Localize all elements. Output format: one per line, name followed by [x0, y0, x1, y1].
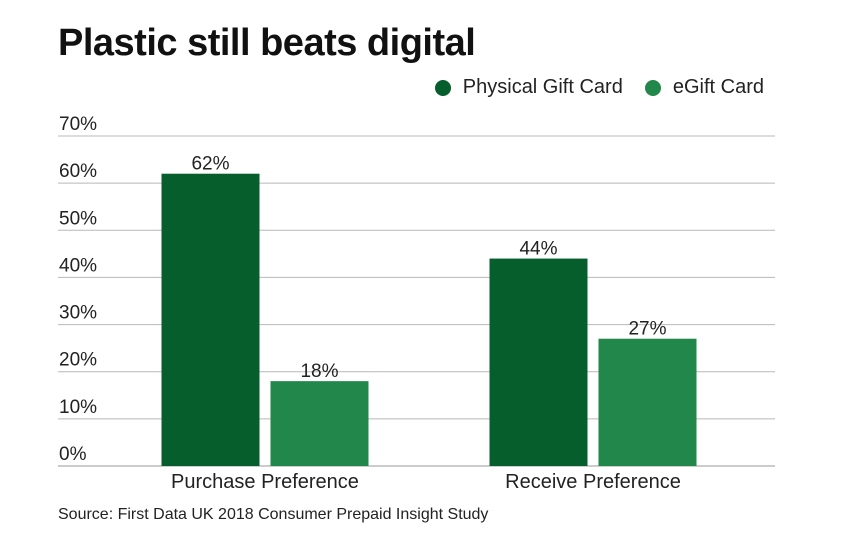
bar — [598, 338, 697, 466]
bar — [270, 381, 369, 466]
y-tick-label: 10% — [59, 397, 97, 418]
source-note: Source: First Data UK 2018 Consumer Prep… — [58, 506, 489, 523]
legend-item-egift: eGift Card — [644, 76, 764, 99]
bar — [489, 258, 588, 466]
legend-swatch-physical — [434, 79, 451, 96]
bar-value-label: 27% — [628, 319, 666, 340]
chart-title: Plastic still beats digital — [58, 22, 476, 64]
y-axis-ticks: 0% 10% 20% 30% 40% 50% 60% 70% — [59, 114, 97, 465]
bar — [161, 173, 260, 466]
y-tick-label: 70% — [59, 114, 97, 135]
legend-label-egift: eGift Card — [672, 76, 764, 98]
bars — [161, 173, 697, 466]
legend: Physical Gift Card eGift Card — [434, 76, 764, 99]
y-tick-label: 60% — [59, 161, 97, 182]
legend-item-physical: Physical Gift Card — [434, 76, 623, 99]
category-label: Receive Preference — [505, 471, 681, 493]
y-tick-label: 20% — [59, 350, 97, 371]
category-label: Purchase Preference — [171, 471, 359, 493]
category-labels: Purchase Preference Receive Preference — [171, 471, 681, 493]
legend-swatch-egift — [644, 79, 661, 96]
y-tick-label: 40% — [59, 255, 97, 276]
y-tick-label: 50% — [59, 208, 97, 229]
legend-label-physical: Physical Gift Card — [462, 76, 623, 98]
data-labels: 62% 18% 44% 27% — [191, 154, 666, 382]
y-tick-label: 30% — [59, 303, 97, 324]
bar-value-label: 44% — [519, 239, 557, 260]
bar-value-label: 18% — [300, 361, 338, 382]
bar-value-label: 62% — [191, 154, 229, 175]
y-tick-label: 0% — [59, 444, 87, 465]
